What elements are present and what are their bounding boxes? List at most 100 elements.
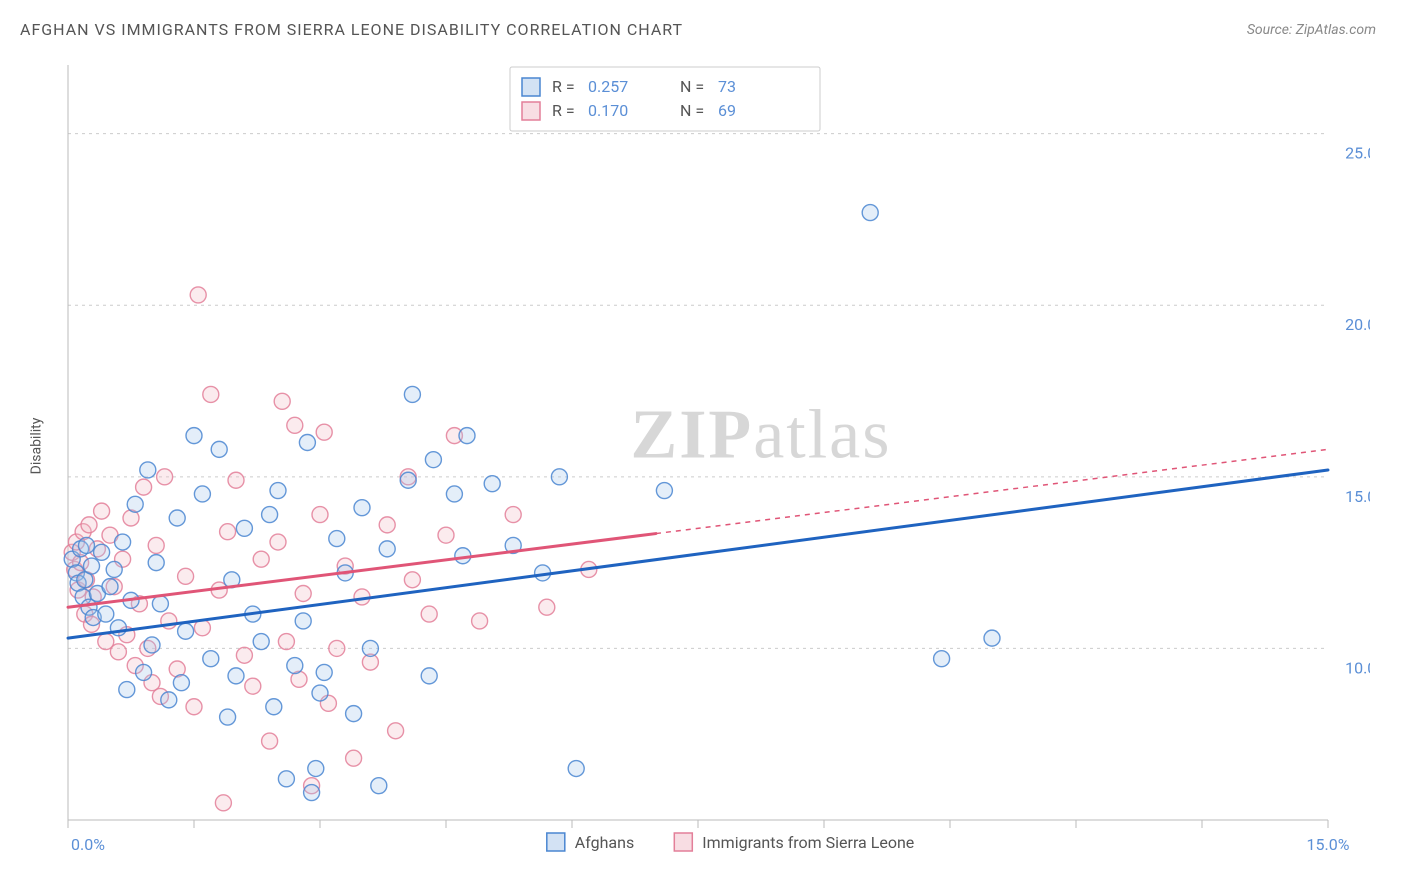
data-point-afghans <box>144 637 160 653</box>
data-point-sierra_leone <box>316 424 332 440</box>
data-point-afghans <box>400 472 416 488</box>
data-point-sierra_leone <box>472 613 488 629</box>
data-point-sierra_leone <box>203 386 219 402</box>
data-point-afghans <box>152 596 168 612</box>
data-point-afghans <box>446 486 462 502</box>
data-point-afghans <box>551 469 567 485</box>
data-point-afghans <box>266 699 282 715</box>
data-point-afghans <box>354 500 370 516</box>
data-point-afghans <box>371 778 387 794</box>
data-point-sierra_leone <box>438 527 454 543</box>
data-point-afghans <box>148 555 164 571</box>
legend-n-label: N = <box>680 77 704 96</box>
legend-r-label: R = <box>552 101 575 120</box>
data-point-afghans <box>98 606 114 622</box>
data-point-afghans <box>278 771 294 787</box>
data-point-sierra_leone <box>539 599 555 615</box>
legend-n-value-sierra_leone: 69 <box>718 101 736 120</box>
legend-swatch-afghans <box>547 833 565 851</box>
data-point-sierra_leone <box>262 733 278 749</box>
data-point-sierra_leone <box>505 507 521 523</box>
data-point-sierra_leone <box>388 723 404 739</box>
data-point-sierra_leone <box>312 507 328 523</box>
data-point-afghans <box>211 441 227 457</box>
data-point-sierra_leone <box>110 644 126 660</box>
data-point-afghans <box>262 507 278 523</box>
data-point-sierra_leone <box>379 517 395 533</box>
data-point-afghans <box>329 531 345 547</box>
legend-n-value-afghans: 73 <box>718 77 736 96</box>
data-point-afghans <box>316 664 332 680</box>
data-point-afghans <box>84 558 100 574</box>
data-point-sierra_leone <box>329 640 345 656</box>
watermark: ZIPatlas <box>631 397 892 474</box>
data-point-afghans <box>379 541 395 557</box>
data-point-afghans <box>299 435 315 451</box>
data-point-sierra_leone <box>274 393 290 409</box>
data-point-afghans <box>203 651 219 667</box>
data-point-afghans <box>106 561 122 577</box>
data-point-afghans <box>228 668 244 684</box>
data-point-sierra_leone <box>295 586 311 602</box>
data-point-afghans <box>862 205 878 221</box>
legend-bottom: AfghansImmigrants from Sierra Leone <box>547 833 914 852</box>
y-tick-label: 15.0% <box>1345 487 1370 506</box>
data-point-afghans <box>934 651 950 667</box>
data-point-sierra_leone <box>421 606 437 622</box>
y-axis-label: Disability <box>28 418 44 475</box>
data-point-afghans <box>94 544 110 560</box>
data-point-afghans <box>270 483 286 499</box>
data-point-sierra_leone <box>245 678 261 694</box>
y-tick-label: 20.0% <box>1345 315 1370 334</box>
data-point-afghans <box>186 428 202 444</box>
chart-title: AFGHAN VS IMMIGRANTS FROM SIERRA LEONE D… <box>20 20 683 39</box>
y-tick-label: 10.0% <box>1345 658 1370 677</box>
legend-r-value-sierra_leone: 0.170 <box>588 101 628 120</box>
data-point-sierra_leone <box>253 551 269 567</box>
data-point-sierra_leone <box>81 517 97 533</box>
legend-swatch-sierra_leone <box>674 833 692 851</box>
data-point-sierra_leone <box>270 534 286 550</box>
data-point-afghans <box>295 613 311 629</box>
data-point-afghans <box>102 579 118 595</box>
data-point-afghans <box>312 685 328 701</box>
data-point-sierra_leone <box>157 469 173 485</box>
data-point-sierra_leone <box>136 479 152 495</box>
data-point-sierra_leone <box>148 537 164 553</box>
legend-swatch-afghans <box>522 78 540 96</box>
data-point-sierra_leone <box>215 795 231 811</box>
data-point-afghans <box>169 510 185 526</box>
legend-n-label: N = <box>680 101 704 120</box>
data-point-afghans <box>253 634 269 650</box>
data-point-sierra_leone <box>190 287 206 303</box>
data-point-afghans <box>362 640 378 656</box>
data-point-afghans <box>127 496 143 512</box>
legend-label-sierra_leone: Immigrants from Sierra Leone <box>702 833 914 852</box>
data-point-afghans <box>220 709 236 725</box>
data-point-afghans <box>115 534 131 550</box>
data-point-afghans <box>173 675 189 691</box>
data-point-afghans <box>78 537 94 553</box>
data-point-sierra_leone <box>236 647 252 663</box>
data-point-afghans <box>459 428 475 444</box>
data-point-afghans <box>308 761 324 777</box>
data-point-sierra_leone <box>404 572 420 588</box>
legend-swatch-sierra_leone <box>522 102 540 120</box>
source-attribution: Source: ZipAtlas.com <box>1247 22 1376 38</box>
data-point-sierra_leone <box>346 750 362 766</box>
data-point-afghans <box>287 658 303 674</box>
data-point-afghans <box>421 668 437 684</box>
data-point-afghans <box>140 462 156 478</box>
data-point-sierra_leone <box>94 503 110 519</box>
data-point-afghans <box>656 483 672 499</box>
x-tick-label: 0.0% <box>71 835 105 854</box>
data-point-afghans <box>161 692 177 708</box>
data-point-sierra_leone <box>278 634 294 650</box>
data-point-sierra_leone <box>228 472 244 488</box>
data-point-sierra_leone <box>220 524 236 540</box>
data-point-afghans <box>346 706 362 722</box>
data-point-afghans <box>119 682 135 698</box>
data-point-afghans <box>568 761 584 777</box>
data-point-afghans <box>304 785 320 801</box>
data-point-afghans <box>984 630 1000 646</box>
